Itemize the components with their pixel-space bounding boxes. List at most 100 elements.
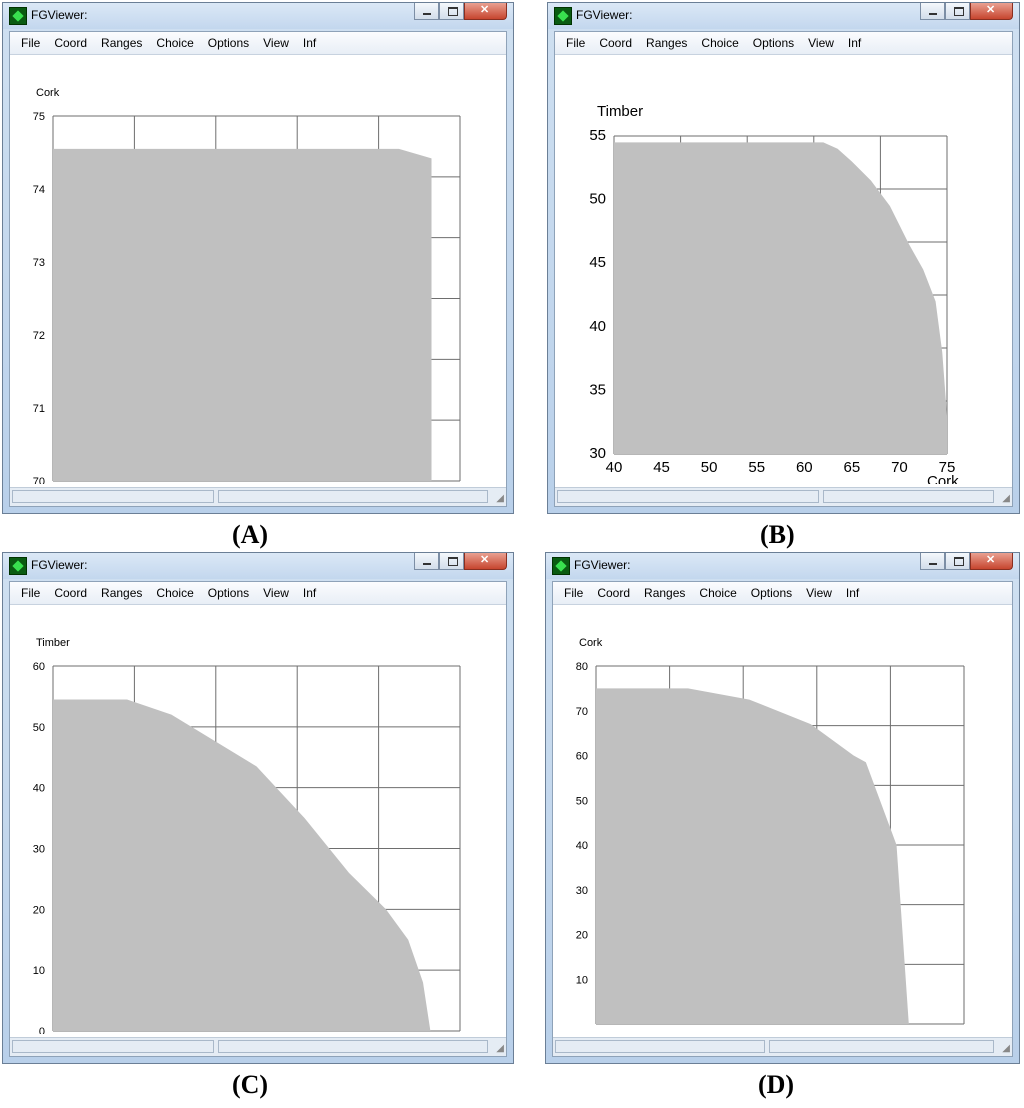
feasible-region [596, 688, 909, 1024]
window-title: FGViewer: [574, 558, 631, 572]
x-tick-label: 45 [653, 459, 670, 476]
x-tick-label: 40 [606, 459, 623, 476]
menu-inf[interactable]: Inf [845, 586, 860, 600]
resize-grip-icon[interactable]: ◢ [496, 493, 504, 504]
x-axis-label: Cork [927, 473, 959, 484]
y-tick-label: 40 [33, 783, 45, 795]
menu-bar: File Coord Ranges Choice Options View In… [10, 582, 506, 605]
y-tick-label: 72 [33, 330, 45, 342]
status-bar: ◢ [10, 487, 506, 506]
menu-coord[interactable]: Coord [54, 36, 88, 50]
menu-options[interactable]: Options [207, 586, 250, 600]
x-tick-label: 28 [774, 1033, 786, 1034]
caption-b: (B) [760, 520, 795, 549]
y-tick-label: 20 [576, 930, 588, 942]
menu-choice[interactable]: Choice [156, 586, 194, 600]
y-tick-label: 74 [33, 184, 45, 196]
x-tick-label: 55 [748, 459, 765, 476]
caption-c: (C) [232, 1070, 269, 1099]
x-tick-label: 30 [897, 1033, 909, 1034]
maximize-icon[interactable] [439, 553, 464, 570]
maximize-icon[interactable] [945, 553, 970, 570]
y-tick-label: 30 [576, 885, 588, 897]
x-tick-label: 29 [835, 1033, 847, 1034]
title-bar[interactable]: FGViewer: [548, 3, 1019, 29]
menu-view[interactable]: View [808, 36, 834, 50]
menu-file[interactable]: File [21, 36, 41, 50]
x-tick-label: 65 [844, 459, 861, 476]
menu-options[interactable]: Options [207, 36, 250, 50]
menu-coord[interactable]: Coord [54, 586, 88, 600]
y-tick-label: 40 [576, 840, 588, 852]
title-bar[interactable]: FGViewer: [3, 553, 513, 579]
resize-grip-icon[interactable]: ◢ [1002, 493, 1010, 504]
menu-ranges[interactable]: Ranges [646, 36, 688, 50]
menu-ranges[interactable]: Ranges [644, 586, 686, 600]
y-tick-label: 60 [33, 661, 45, 673]
window-title: FGViewer: [31, 8, 88, 22]
menu-choice[interactable]: Choice [701, 36, 739, 50]
menu-view[interactable]: View [806, 586, 832, 600]
x-tick-label: 60 [796, 459, 813, 476]
menu-options[interactable]: Options [752, 36, 795, 50]
menu-file[interactable]: File [21, 586, 41, 600]
resize-grip-icon[interactable]: ◢ [1002, 1043, 1010, 1054]
close-icon[interactable] [464, 553, 507, 570]
close-icon[interactable] [970, 3, 1013, 20]
caption-a: (A) [232, 520, 269, 549]
y-tick-label: 50 [576, 795, 588, 807]
y-tick-label: 30 [33, 844, 45, 856]
menu-bar: File Coord Ranges Choice Options View In… [553, 582, 1012, 605]
y-tick-label: 50 [33, 722, 45, 734]
menu-ranges[interactable]: Ranges [101, 36, 143, 50]
client-area: File Coord Ranges Choice Options View In… [9, 581, 507, 1057]
y-tick-label: 45 [589, 254, 606, 271]
window-title: FGViewer: [31, 558, 88, 572]
menu-ranges[interactable]: Ranges [101, 586, 143, 600]
y-tick-label: 30 [589, 445, 606, 462]
x-tick-label: 75 [939, 459, 956, 476]
title-bar[interactable]: FGViewer: [546, 553, 1019, 579]
window-b: FGViewer: File Coord Ranges Choice Optio… [547, 2, 1020, 514]
menu-inf[interactable]: Inf [302, 36, 317, 50]
menu-choice[interactable]: Choice [699, 586, 737, 600]
minimize-icon[interactable] [414, 553, 439, 570]
menu-inf[interactable]: Inf [302, 586, 317, 600]
app-icon [554, 7, 572, 25]
minimize-icon[interactable] [920, 3, 945, 20]
status-bar: ◢ [555, 487, 1012, 506]
minimize-icon[interactable] [414, 3, 439, 20]
y-tick-label: 60 [576, 751, 588, 763]
menu-file[interactable]: File [564, 586, 584, 600]
close-icon[interactable] [464, 3, 507, 20]
x-tick-label: 50 [701, 459, 718, 476]
x-tick-label: 27 [713, 1033, 725, 1034]
y-axis-label: Cork [36, 87, 60, 99]
resize-grip-icon[interactable]: ◢ [496, 1043, 504, 1054]
y-tick-label: 10 [576, 974, 588, 986]
y-tick-label: 70 [33, 476, 45, 484]
window-title: FGViewer: [576, 8, 633, 22]
app-icon [9, 7, 27, 25]
y-tick-label: 75 [33, 111, 45, 123]
y-tick-label: 0 [39, 1026, 45, 1034]
window-a: FGViewer: File Coord Ranges Choice Optio… [2, 2, 514, 514]
menu-file[interactable]: File [566, 36, 586, 50]
title-bar[interactable]: FGViewer: [3, 3, 513, 29]
menu-view[interactable]: View [263, 586, 289, 600]
maximize-icon[interactable] [439, 3, 464, 20]
menu-inf[interactable]: Inf [847, 36, 862, 50]
menu-coord[interactable]: Coord [597, 586, 631, 600]
x-tick-label: 31 [958, 1033, 970, 1034]
y-tick-label: 40 [589, 318, 606, 335]
status-pane [218, 490, 488, 503]
menu-view[interactable]: View [263, 36, 289, 50]
status-pane [12, 1040, 214, 1053]
menu-options[interactable]: Options [750, 586, 793, 600]
menu-choice[interactable]: Choice [156, 36, 194, 50]
maximize-icon[interactable] [945, 3, 970, 20]
minimize-icon[interactable] [920, 553, 945, 570]
y-tick-label: 71 [33, 403, 45, 415]
close-icon[interactable] [970, 553, 1013, 570]
menu-coord[interactable]: Coord [599, 36, 633, 50]
